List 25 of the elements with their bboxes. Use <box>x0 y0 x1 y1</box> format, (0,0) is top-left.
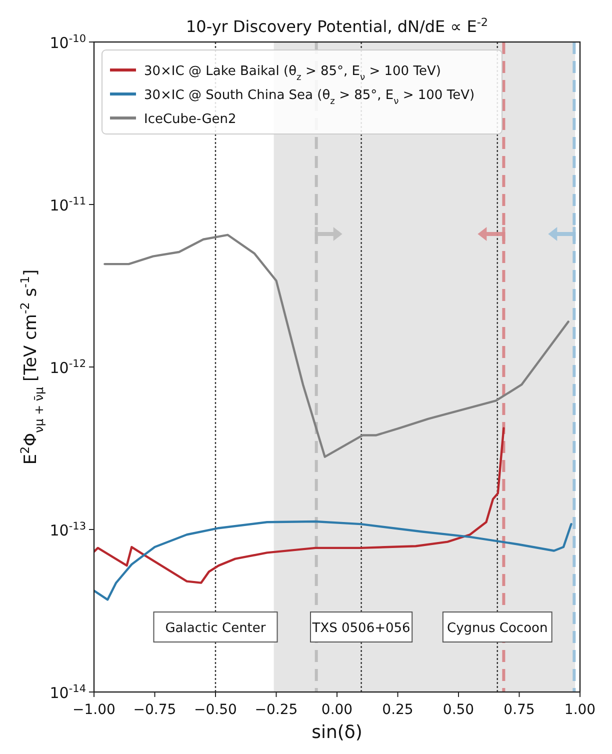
legend-label: 30×IC @ Lake Baikal (θ$_{z}$ > 85°, E$_{ν}$ > 100 TeV) <box>144 64 441 83</box>
y-tick-label: 10$^{-12}$ <box>50 358 86 377</box>
ref-line-label: Cygnus Cocoon <box>447 621 548 636</box>
line-series <box>94 427 505 584</box>
x-tick-label: −0.25 <box>254 702 298 718</box>
y-tick-label: 10$^{-11}$ <box>50 196 86 214</box>
chart-title: 10-yr Discovery Potential, dN/dE ∝ E$^{-2}$ <box>186 16 488 36</box>
legend-label: IceCube-Gen2 <box>144 112 236 127</box>
x-tick-label: 1.00 <box>564 702 596 718</box>
x-tick-label: −0.50 <box>194 702 237 718</box>
legend-label: 30×IC @ South China Sea (θ$_{z}$ > 85°, E$_{ν}$ > 100 TeV) <box>144 88 475 107</box>
ref-line-label: TXS 0506+056 <box>311 621 410 636</box>
x-tick-label: −1.00 <box>72 702 116 718</box>
x-tick-label: 0.50 <box>442 702 474 718</box>
x-tick-label: 0.25 <box>382 702 414 718</box>
ref-line-label: Galactic Center <box>165 621 266 636</box>
x-axis-title: sin(δ) <box>312 722 362 743</box>
y-tick-label: 10$^{-13}$ <box>50 520 86 540</box>
line-series <box>104 234 570 458</box>
x-tick-label: 0.75 <box>504 702 535 718</box>
y-tick-label: 10$^{-14}$ <box>50 683 86 702</box>
x-tick-label: −0.75 <box>133 702 176 718</box>
line-series <box>94 520 572 601</box>
x-tick-label: 0.00 <box>321 702 353 718</box>
y-tick-label: 10$^{-10}$ <box>50 33 86 52</box>
